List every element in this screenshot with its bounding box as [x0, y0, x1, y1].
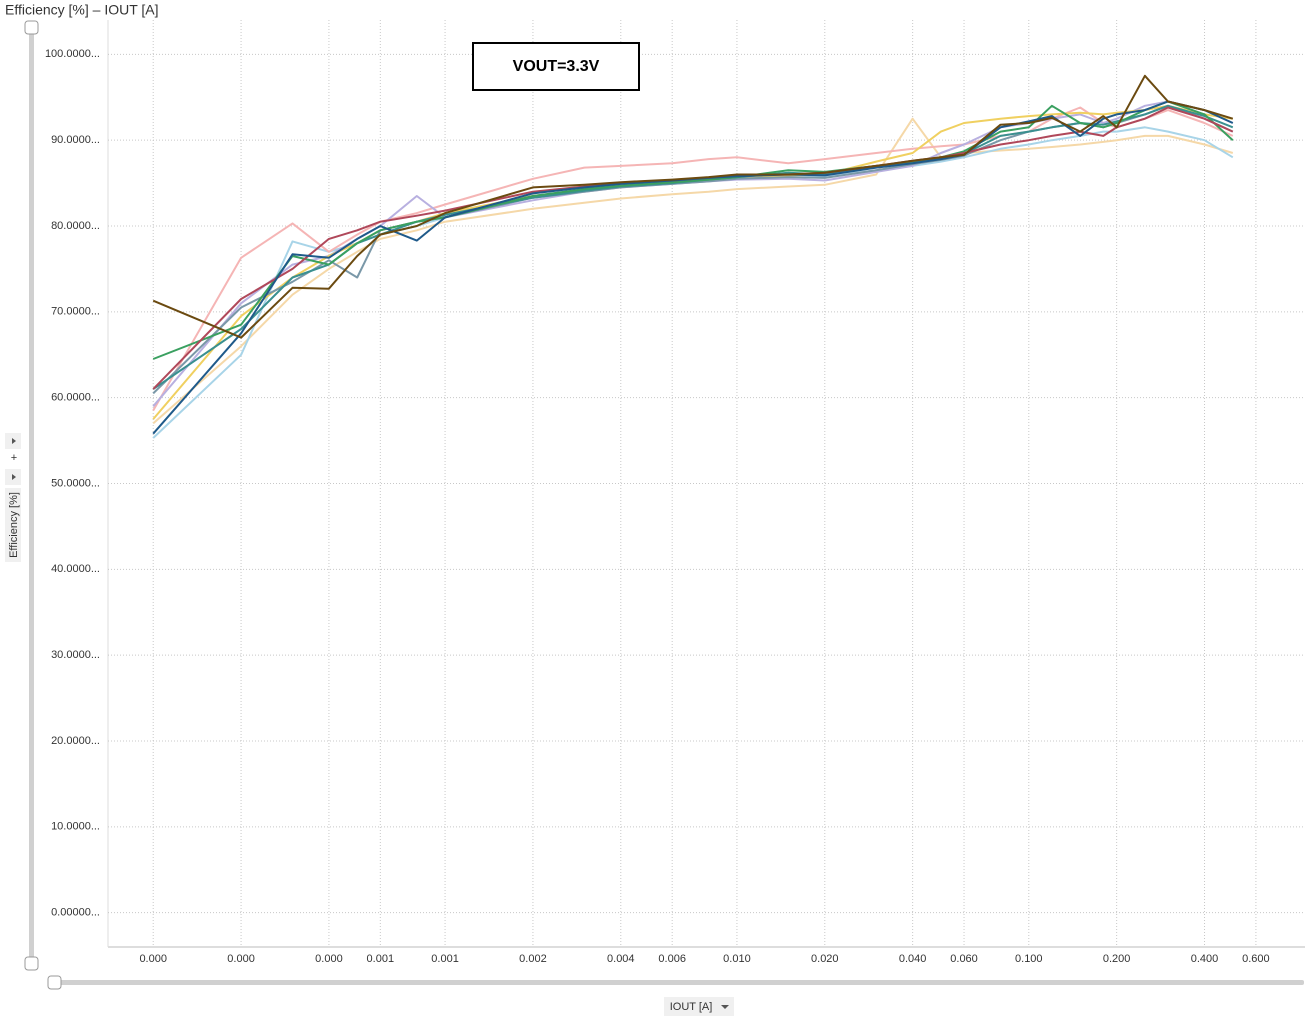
- x-tick-label: 0.060: [950, 953, 978, 965]
- series-line: [152, 100, 1234, 360]
- x-tick-label: 0.600: [1242, 953, 1270, 965]
- annotation-box: [472, 42, 640, 91]
- x-axis-selector[interactable]: [664, 997, 734, 1016]
- y-slider-handle[interactable]: [24, 20, 39, 35]
- y-tick-label: 40.0000...: [51, 563, 100, 575]
- x-tick-label: 0.400: [1191, 953, 1219, 965]
- x-tick-label: 0.001: [367, 953, 395, 965]
- x-tick-label: 0.010: [723, 953, 751, 965]
- x-tick-label: 0.000: [315, 953, 343, 965]
- series-line: [152, 74, 1234, 339]
- y-tick-label: 60.0000...: [51, 392, 100, 404]
- x-tick-label: 0.001: [431, 953, 459, 965]
- y-tick-label: 100.0000...: [45, 48, 100, 60]
- chart-title: Efficiency [%] – IOUT [A]: [5, 2, 159, 18]
- icon: [12, 474, 16, 480]
- icon: +: [11, 452, 17, 464]
- y-axis-label: Efficiency [%]: [8, 492, 20, 558]
- x-tick-label: 0.200: [1103, 953, 1131, 965]
- y-slider-handle[interactable]: [24, 956, 39, 971]
- y-tick-label: 80.0000...: [51, 220, 100, 232]
- y-tick-label: 10.0000...: [51, 821, 100, 833]
- y-tick-label: 0.00000...: [51, 907, 100, 919]
- x-tick-label: 0.000: [139, 953, 167, 965]
- icon: [12, 438, 16, 444]
- y-axis-selector[interactable]: [5, 488, 21, 562]
- series-line: [152, 117, 1234, 425]
- x-tick-label: 0.100: [1015, 953, 1043, 965]
- x-tick-label: 0.006: [658, 953, 686, 965]
- y-tick-label: 50.0000...: [51, 477, 100, 489]
- series-line: [152, 126, 1234, 439]
- y-tick-label: 70.0000...: [51, 306, 100, 318]
- series-line: [152, 104, 1233, 420]
- series-line: [152, 100, 1234, 407]
- dropdown-icon: [721, 1005, 729, 1009]
- x-tick-label: 0.004: [607, 953, 635, 965]
- x-tick-label: 0.002: [519, 953, 547, 965]
- y-tick-label: 30.0000...: [51, 649, 100, 661]
- x-tick-label: 0.000: [227, 953, 255, 965]
- y-range-slider[interactable]: [29, 28, 34, 963]
- plot-area: 0.00000... 10.0000... 20.0000... 30.0000...…: [45, 20, 1305, 965]
- x-axis-label: IOUT [A]: [670, 1001, 713, 1013]
- x-range-slider[interactable]: [54, 980, 1304, 985]
- x-tick-label: 0.020: [811, 953, 839, 965]
- x-tick-label: 0.040: [899, 953, 927, 965]
- x-slider-handle[interactable]: [47, 975, 62, 990]
- y-tick-label: 20.0000...: [51, 735, 100, 747]
- annotation: VOUT=3.3V: [513, 58, 600, 75]
- y-tick-label: 90.0000...: [51, 134, 100, 146]
